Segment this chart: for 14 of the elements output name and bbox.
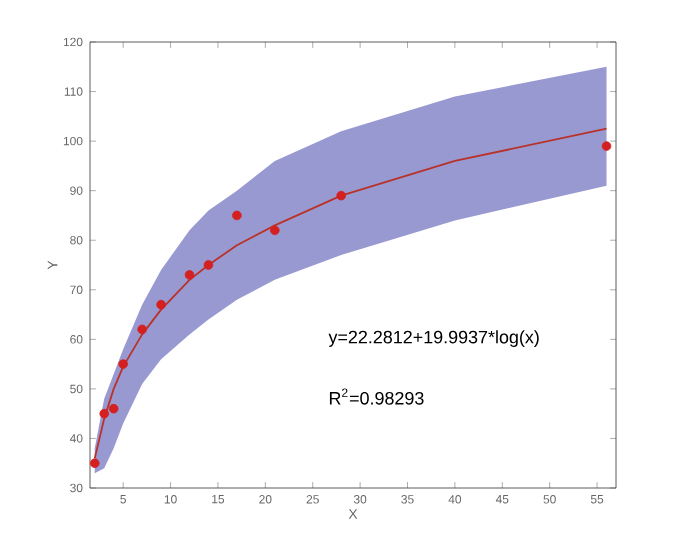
point	[156, 299, 166, 310]
point	[232, 210, 242, 221]
point	[118, 359, 128, 369]
point	[336, 190, 346, 201]
point	[270, 225, 280, 236]
point	[601, 141, 612, 151]
point	[203, 260, 214, 270]
point	[184, 270, 195, 280]
annotation: y=22.2812+19.9937*log(x)	[328, 330, 539, 347]
point	[89, 458, 100, 469]
point	[137, 324, 147, 335]
annotation: R$^{2}$=0.98293	[329, 388, 424, 405]
point	[108, 403, 119, 414]
point	[99, 408, 109, 419]
